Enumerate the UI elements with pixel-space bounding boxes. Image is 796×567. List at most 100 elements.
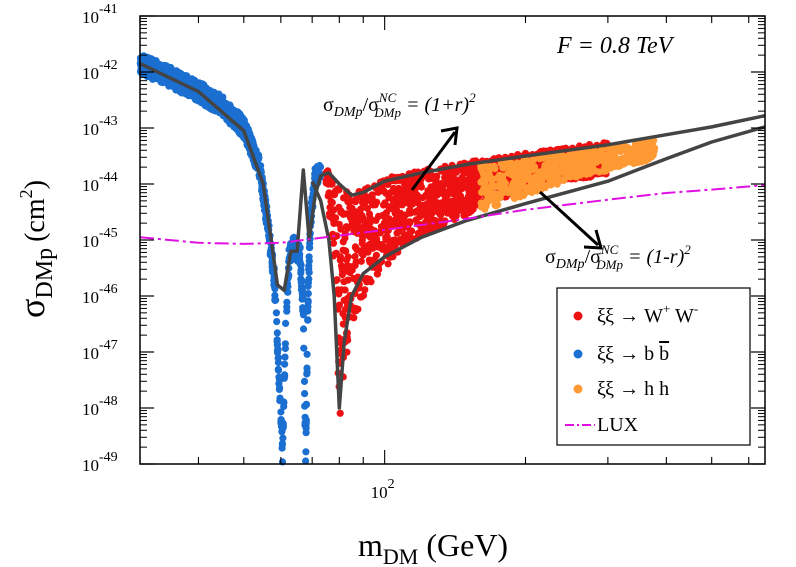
- lower-arrow-shaft: [538, 190, 600, 247]
- scatter-point: [457, 203, 465, 211]
- upper-arrow-head: [440, 126, 459, 146]
- scatter-point: [492, 202, 500, 210]
- legend-ww-sup1: +: [663, 301, 670, 316]
- scatter-point: [200, 82, 208, 90]
- scatter-point: [312, 170, 320, 178]
- scatter-point: [281, 353, 289, 361]
- scatter-point: [471, 170, 479, 178]
- lower-ann-sub: DMp: [555, 257, 585, 272]
- scatter-point: [363, 204, 371, 213]
- scatter-point: [328, 199, 336, 207]
- scatter-point: [302, 401, 310, 409]
- scatter-point: [497, 159, 505, 168]
- scatter-point: [632, 144, 640, 152]
- scatter-point: [541, 164, 549, 172]
- scatter-point: [304, 303, 312, 311]
- scatter-point: [351, 243, 359, 251]
- scatter-point: [328, 214, 336, 222]
- scatter-point: [493, 174, 501, 182]
- scatter-point: [423, 192, 431, 200]
- scatter-point: [185, 91, 193, 99]
- legend-marker-bb: [573, 349, 583, 359]
- scatter-point: [434, 202, 442, 210]
- scatter-point: [382, 236, 390, 244]
- x-axis-label-symbol: m: [358, 527, 383, 563]
- y-axis-label-symbol: σ: [12, 299, 52, 318]
- scatter-point: [359, 251, 367, 259]
- scatter-point: [357, 257, 365, 265]
- legend-box: [556, 287, 751, 446]
- scatter-point: [346, 214, 355, 222]
- y-tick-exp: -46: [99, 282, 118, 297]
- series-0-scatter: [136, 52, 325, 466]
- x-axis-label: mDM (GeV): [358, 527, 508, 567]
- scatter-point: [300, 344, 308, 352]
- scatter-point: [147, 72, 156, 80]
- scatter-point: [377, 223, 385, 231]
- x-tick-exp: 2: [388, 477, 395, 492]
- upper-curve-annotation: σDMp/σNC DMp = (1+r)2: [323, 90, 476, 120]
- ticks-layer: 10-4910-4810-4710-4610-4510-4410-4310-42…: [82, 2, 765, 502]
- y-tick-label: 10-42: [82, 58, 118, 83]
- scatter-point: [531, 173, 540, 181]
- y-tick-exp: -47: [99, 338, 118, 353]
- scatter-point: [434, 181, 442, 190]
- lower-arrow-head: [583, 229, 604, 250]
- y-tick-base: 10: [82, 8, 99, 27]
- scatter-point: [279, 434, 287, 442]
- scatter-point: [277, 416, 285, 424]
- y-axis-label-unit-close: ): [20, 180, 51, 189]
- scatter-point: [406, 206, 414, 214]
- scatter-point: [299, 325, 308, 333]
- y-tick-label: 10-45: [82, 226, 118, 251]
- y-tick-label: 10-47: [82, 338, 118, 363]
- scatter-point: [552, 158, 560, 166]
- legend-label-hh: ξξ → h h: [597, 378, 669, 400]
- upper-ann-sup: NC: [378, 90, 397, 105]
- y-tick-exp: -49: [99, 450, 118, 465]
- scatter-point: [357, 293, 365, 301]
- scatter-point: [537, 177, 545, 185]
- scatter-point: [278, 444, 286, 452]
- scatter-point: [426, 211, 434, 219]
- scatter-point: [464, 193, 472, 201]
- legend-marker-ww: [573, 311, 583, 321]
- scatter-point: [289, 241, 297, 249]
- scatter-point: [592, 158, 601, 166]
- scatter-point: [359, 199, 367, 207]
- scatter-point: [405, 184, 413, 192]
- scatter-point: [372, 251, 380, 259]
- legend-ww-main: ξξ → W: [597, 305, 663, 327]
- scatter-point: [340, 278, 348, 286]
- scatter-point: [465, 199, 473, 208]
- scatter-point: [560, 152, 568, 160]
- upper-arrow-shaft: [410, 131, 457, 191]
- scatter-point: [566, 173, 574, 181]
- scatter-point: [304, 279, 312, 287]
- scatter-point: [549, 178, 558, 187]
- scatter-point: [374, 186, 382, 194]
- scatter-point: [275, 373, 283, 381]
- scatter-point: [387, 188, 395, 197]
- y-tick-exp: -48: [99, 394, 118, 409]
- scatter-point: [449, 202, 457, 210]
- scatter-point: [279, 424, 287, 432]
- scatter-point: [298, 295, 306, 303]
- scatter-point: [403, 193, 411, 201]
- x-axis-label-unit: (GeV): [426, 527, 508, 563]
- y-tick-base: 10: [82, 232, 99, 251]
- lower-ann-exp: 2: [684, 242, 691, 257]
- scatter-point: [365, 195, 374, 203]
- scatter-point: [274, 366, 283, 374]
- scatter-point: [638, 152, 646, 161]
- scatter-point: [461, 179, 469, 188]
- scatter-point: [226, 107, 235, 115]
- scatter-point: [482, 202, 490, 210]
- lower-ann-rhs: = (1-r): [623, 246, 685, 268]
- scatter-point: [643, 156, 651, 164]
- scatter-point: [155, 61, 164, 69]
- scatter-point: [372, 216, 380, 224]
- scatter-point: [384, 260, 392, 268]
- scatter-point: [350, 225, 359, 233]
- scatter-point: [619, 154, 628, 162]
